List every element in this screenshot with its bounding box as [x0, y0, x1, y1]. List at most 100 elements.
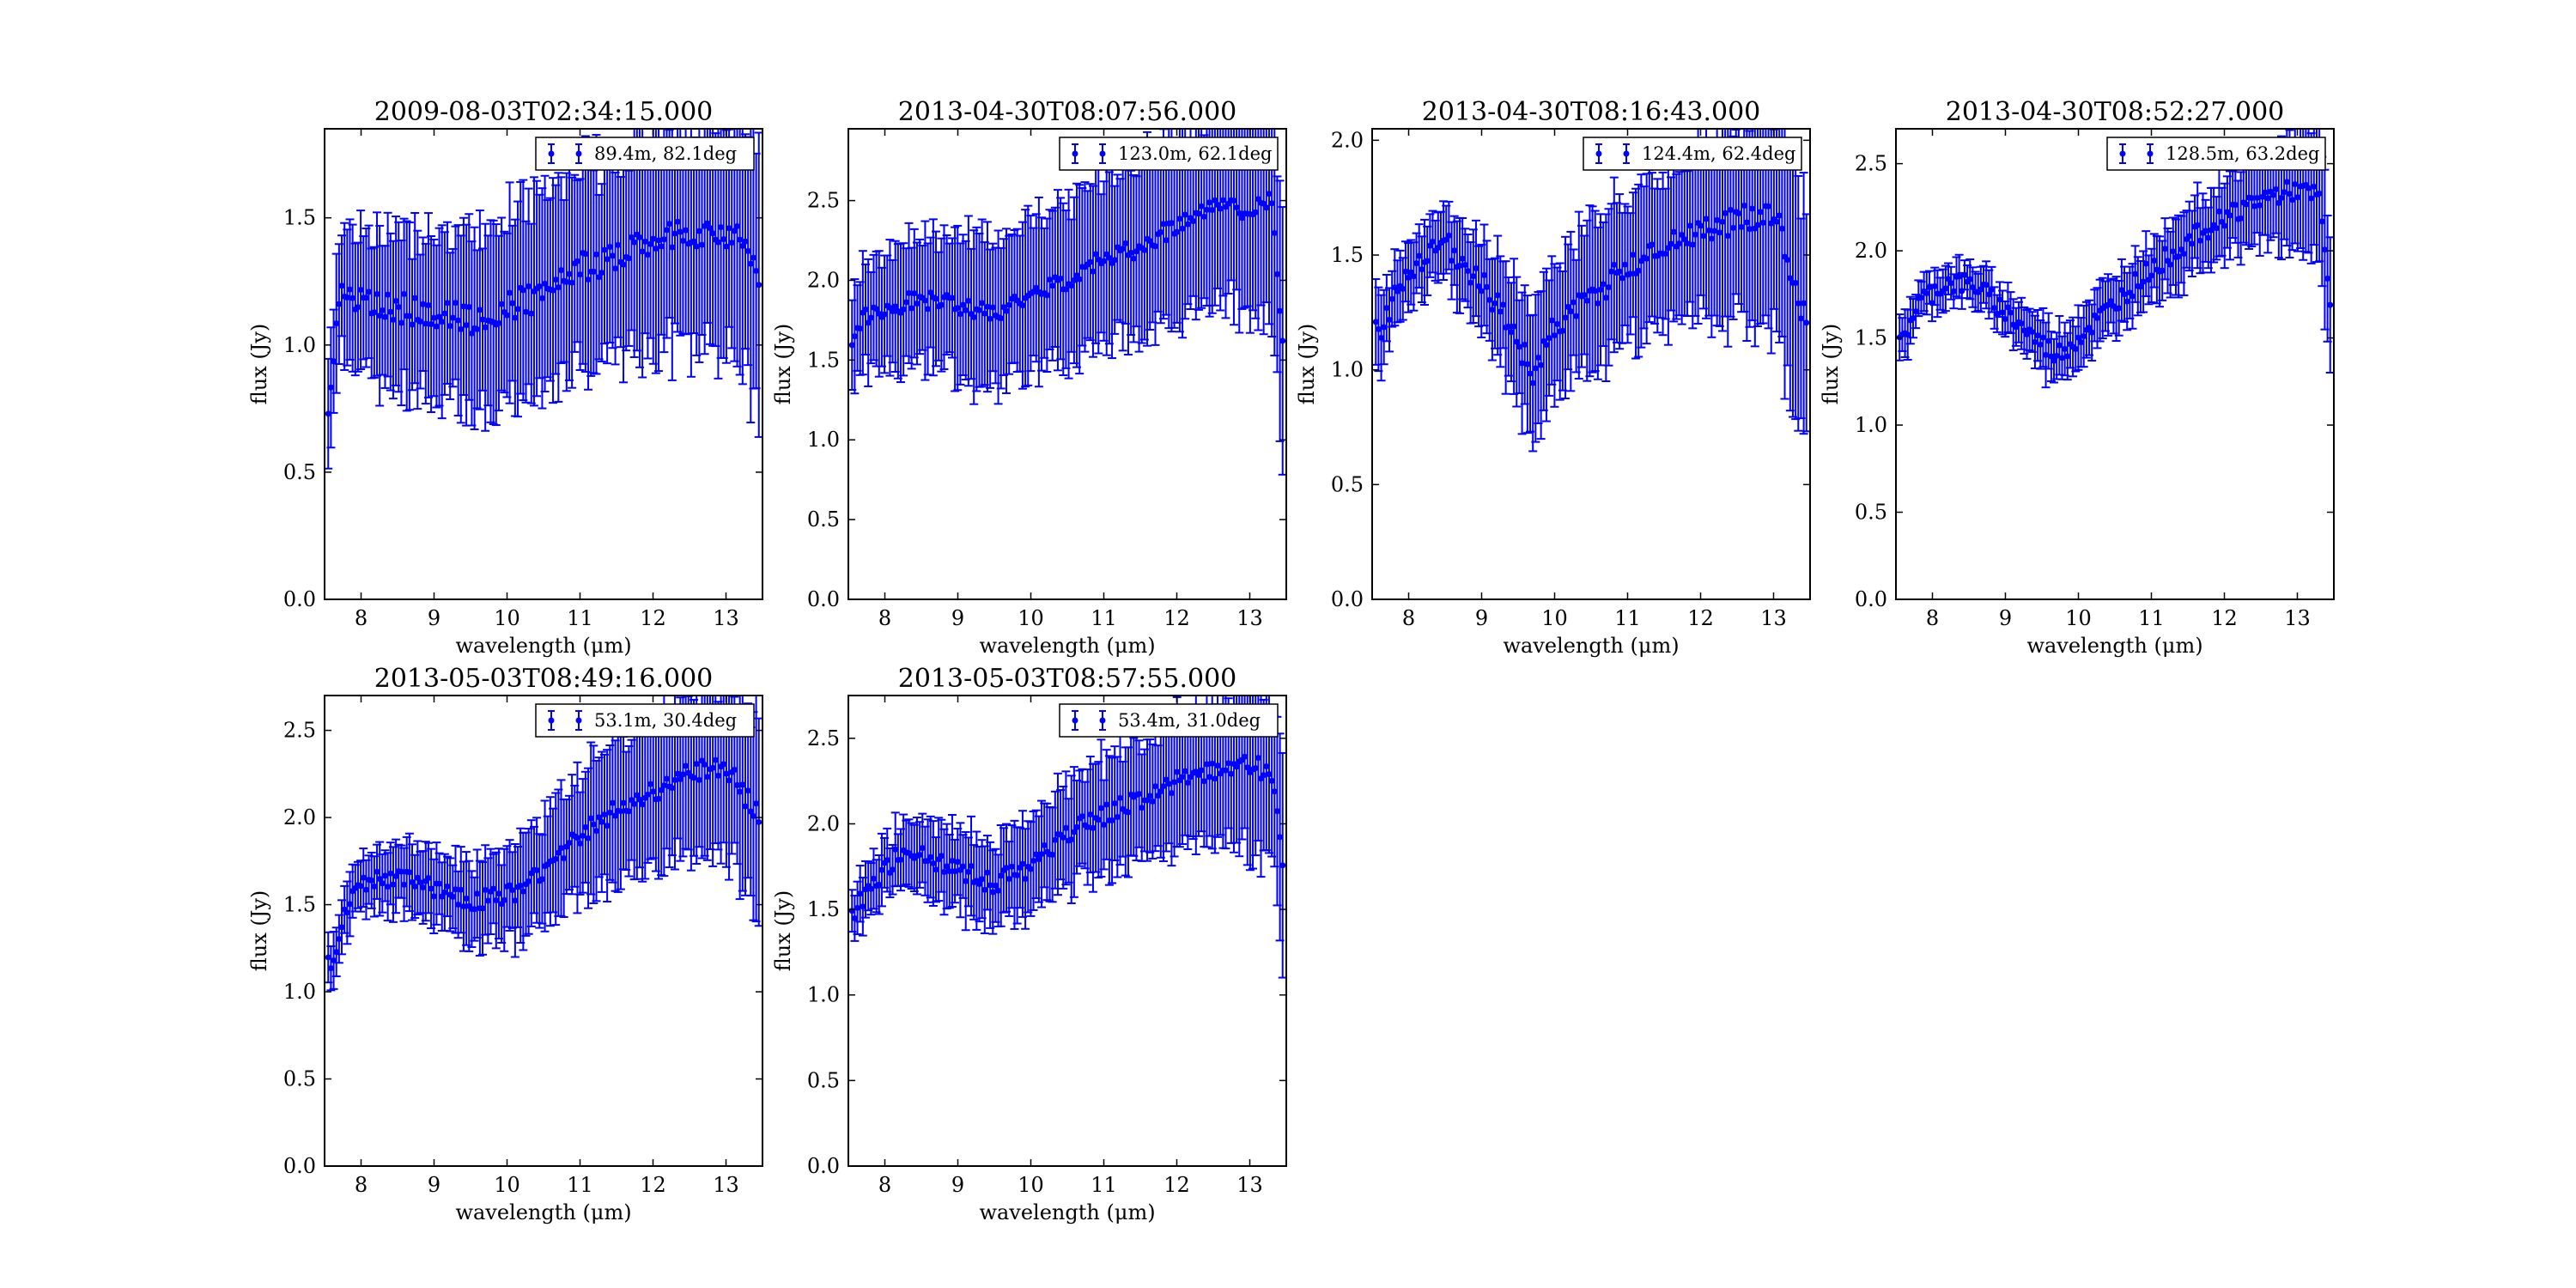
- data-point: [604, 256, 611, 263]
- data-point: [1144, 797, 1151, 804]
- data-point: [1424, 258, 1431, 264]
- data-point: [441, 889, 448, 896]
- data-point: [390, 881, 397, 888]
- axes-frame: [324, 128, 763, 600]
- data-point: [1592, 288, 1599, 295]
- data-point: [1595, 300, 1601, 307]
- data-point: [1985, 291, 1992, 298]
- data-point: [1200, 778, 1207, 785]
- data-point: [479, 316, 486, 323]
- legend-box: [535, 137, 755, 171]
- data-point: [981, 310, 988, 317]
- data-point: [1388, 295, 1395, 302]
- data-point: [1527, 370, 1534, 377]
- data-point: [2221, 222, 2228, 229]
- data-point: [1209, 760, 1216, 767]
- axes-frame: [848, 128, 1287, 600]
- x-tick-label: 9: [1999, 606, 2012, 630]
- data-point: [650, 235, 657, 242]
- data-point: [1157, 788, 1164, 795]
- data-point: [2140, 278, 2147, 285]
- data-point: [2196, 237, 2203, 244]
- data-point: [1400, 285, 1406, 292]
- data-point: [756, 818, 762, 825]
- data-point: [517, 882, 524, 889]
- data-point: [1475, 283, 1482, 289]
- data-point: [428, 320, 434, 327]
- data-point: [455, 317, 462, 324]
- data-point: [620, 261, 627, 268]
- data-point: [2208, 227, 2215, 234]
- data-point: [737, 236, 744, 243]
- data-point: [601, 246, 608, 253]
- data-point: [933, 295, 939, 302]
- data-point: [949, 295, 956, 301]
- data-point: [1722, 210, 1728, 216]
- chart-title: 2013-04-30T08:16:43.000: [1422, 97, 1761, 127]
- data-point: [612, 265, 619, 272]
- data-point: [1489, 307, 1496, 313]
- data-point: [582, 823, 589, 830]
- data-point: [538, 876, 545, 883]
- data-point: [346, 286, 353, 293]
- data-point: [596, 274, 603, 281]
- data-point: [718, 224, 725, 231]
- data-point: [398, 319, 404, 326]
- data-point: [1700, 233, 1707, 240]
- data-point: [979, 876, 986, 883]
- data-point: [526, 283, 532, 289]
- y-tick-label: 0.5: [807, 507, 840, 532]
- data-point: [1416, 252, 1423, 259]
- data-point: [1184, 780, 1191, 787]
- data-point: [1991, 305, 1998, 312]
- data-point: [683, 227, 690, 234]
- data-point: [519, 888, 526, 895]
- data-point: [2058, 355, 2065, 361]
- data-point: [723, 770, 730, 777]
- data-point: [892, 303, 899, 310]
- data-point: [458, 325, 465, 332]
- data-point: [1060, 834, 1066, 841]
- data-point: [609, 252, 616, 259]
- legend-marker: [1595, 150, 1602, 157]
- data-point: [902, 299, 909, 306]
- data-point: [1716, 229, 1723, 236]
- data-point: [2050, 357, 2057, 364]
- data-point: [1459, 255, 1466, 262]
- data-point: [2283, 179, 2290, 185]
- data-point: [1203, 761, 1210, 768]
- data-point: [362, 295, 369, 301]
- data-point: [474, 325, 481, 332]
- data-point: [1499, 301, 1506, 308]
- data-point: [1255, 755, 1261, 762]
- data-point: [555, 284, 562, 291]
- data-point: [1606, 283, 1613, 290]
- data-point: [857, 890, 864, 897]
- data-point: [975, 881, 982, 888]
- data-point: [1402, 268, 1409, 275]
- data-point: [542, 280, 549, 287]
- data-point: [1988, 286, 1995, 293]
- data-point: [2107, 298, 2114, 305]
- data-point: [2270, 191, 2277, 198]
- data-point: [660, 782, 667, 789]
- data-point: [1942, 285, 1949, 292]
- x-tick-label: 13: [713, 606, 739, 630]
- data-point: [690, 238, 697, 245]
- data-point: [1464, 268, 1471, 275]
- y-tick-label: 0.0: [1855, 587, 1887, 611]
- data-point: [1757, 209, 1764, 216]
- axes-frame: [848, 695, 1287, 1167]
- data-point: [1410, 273, 1417, 280]
- data-point: [425, 875, 432, 882]
- y-tick-label: 0.5: [283, 1067, 316, 1091]
- data-point: [734, 781, 741, 788]
- data-point: [1670, 228, 1677, 235]
- data-point: [669, 785, 676, 792]
- data-point: [368, 877, 375, 884]
- data-point: [867, 885, 874, 892]
- data-point: [2202, 228, 2209, 234]
- data-point: [960, 301, 967, 308]
- data-point: [376, 313, 383, 319]
- data-point: [870, 875, 877, 882]
